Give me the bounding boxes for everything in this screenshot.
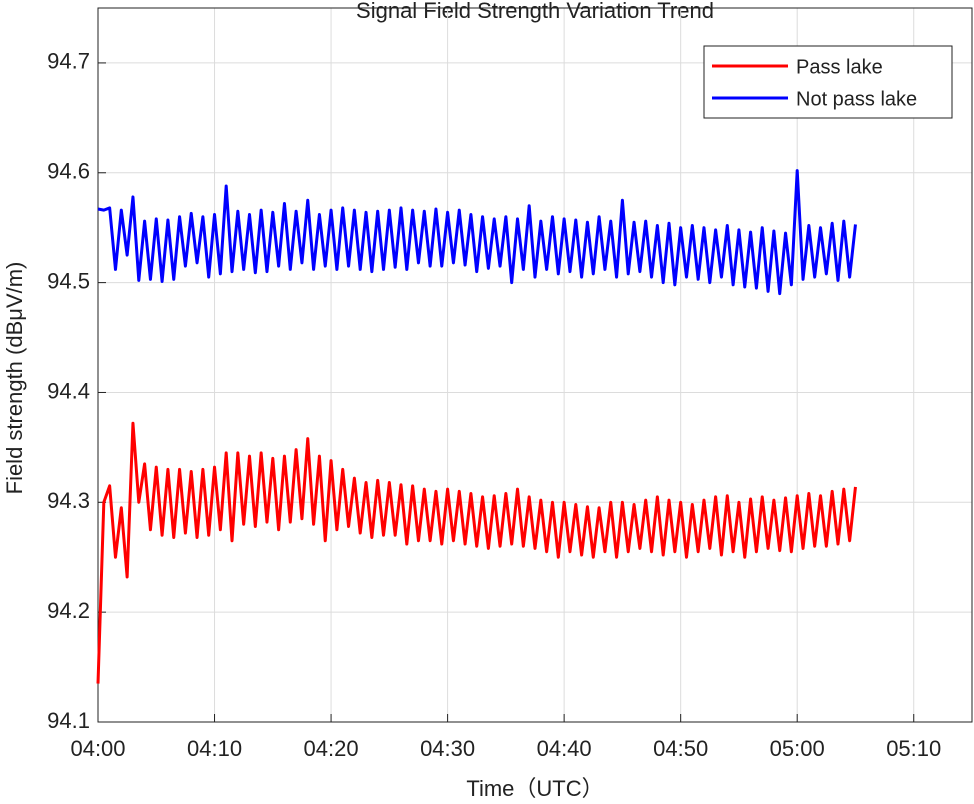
y-tick-label: 94.4 <box>47 378 90 403</box>
x-tick-label: 04:10 <box>187 736 242 761</box>
y-tick-label: 94.6 <box>47 159 90 184</box>
x-tick-label: 04:40 <box>537 736 592 761</box>
legend-label: Pass lake <box>796 56 883 78</box>
y-tick-label: 94.7 <box>47 49 90 74</box>
x-axis-label: Time（UTC） <box>466 776 603 801</box>
series-line <box>97 169 857 296</box>
x-tick-label: 05:10 <box>886 736 941 761</box>
plot-frame <box>97 7 973 723</box>
y-axis-label: Field strength (dBμV/m) <box>2 262 27 495</box>
y-tick-label: 94.2 <box>47 598 90 623</box>
x-tick-label: 04:50 <box>653 736 708 761</box>
legend-label: Not pass lake <box>796 88 917 110</box>
y-tick-label: 94.5 <box>47 268 90 293</box>
y-tick-label: 94.3 <box>47 488 90 513</box>
x-tick-label: 05:00 <box>770 736 825 761</box>
y-tick-label: 94.1 <box>47 708 90 733</box>
series-line <box>96 421 857 684</box>
x-tick-label: 04:30 <box>420 736 475 761</box>
x-tick-label: 04:20 <box>304 736 359 761</box>
legend-box <box>703 45 953 119</box>
chart-title: Signal Field Strength Variation Trend <box>356 0 714 23</box>
x-tick-label: 04:00 <box>70 736 125 761</box>
